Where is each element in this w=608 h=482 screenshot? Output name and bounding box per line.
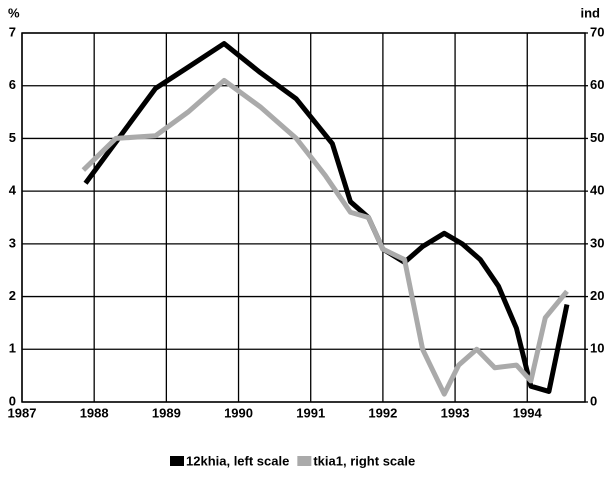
x-tick-label: 1993	[441, 405, 470, 420]
legend-label: tkia1, right scale	[313, 453, 415, 468]
x-tick-label: 1988	[80, 405, 109, 420]
series-line	[81, 77, 569, 397]
legend-swatch	[170, 456, 184, 466]
y2-tick-label: 70	[590, 24, 604, 39]
x-tick-label: 1991	[296, 405, 325, 420]
y-tick-label: 6	[9, 77, 16, 92]
y-tick-label: 2	[9, 288, 16, 303]
series-line	[83, 41, 570, 394]
y-tick-label: 5	[9, 130, 16, 145]
y2-unit: ind	[581, 5, 601, 20]
y-tick-label: 3	[9, 235, 16, 250]
x-tick-label: 1987	[8, 405, 37, 420]
y2-tick-label: 10	[590, 341, 604, 356]
y-tick-label: 0	[9, 393, 16, 408]
y-tick-label: 4	[9, 183, 17, 198]
x-tick-label: 1990	[224, 405, 253, 420]
y2-tick-label: 0	[590, 393, 597, 408]
legend-swatch	[297, 456, 312, 466]
y2-tick-label: 50	[590, 130, 604, 145]
plot-frame	[21, 32, 586, 403]
y-tick-label: 7	[9, 24, 16, 39]
y2-tick-label: 60	[590, 77, 604, 92]
y-tick-label: 1	[9, 341, 16, 356]
x-tick-label: 1992	[368, 405, 397, 420]
x-tick-label: 1994	[513, 405, 543, 420]
y2-tick-label: 30	[590, 235, 604, 250]
x-tick-label: 1989	[152, 405, 181, 420]
legend-label: 12khia, left scale	[186, 453, 289, 468]
y2-tick-label: 20	[590, 288, 604, 303]
y-unit: %	[8, 5, 20, 20]
y2-tick-label: 40	[590, 183, 604, 198]
